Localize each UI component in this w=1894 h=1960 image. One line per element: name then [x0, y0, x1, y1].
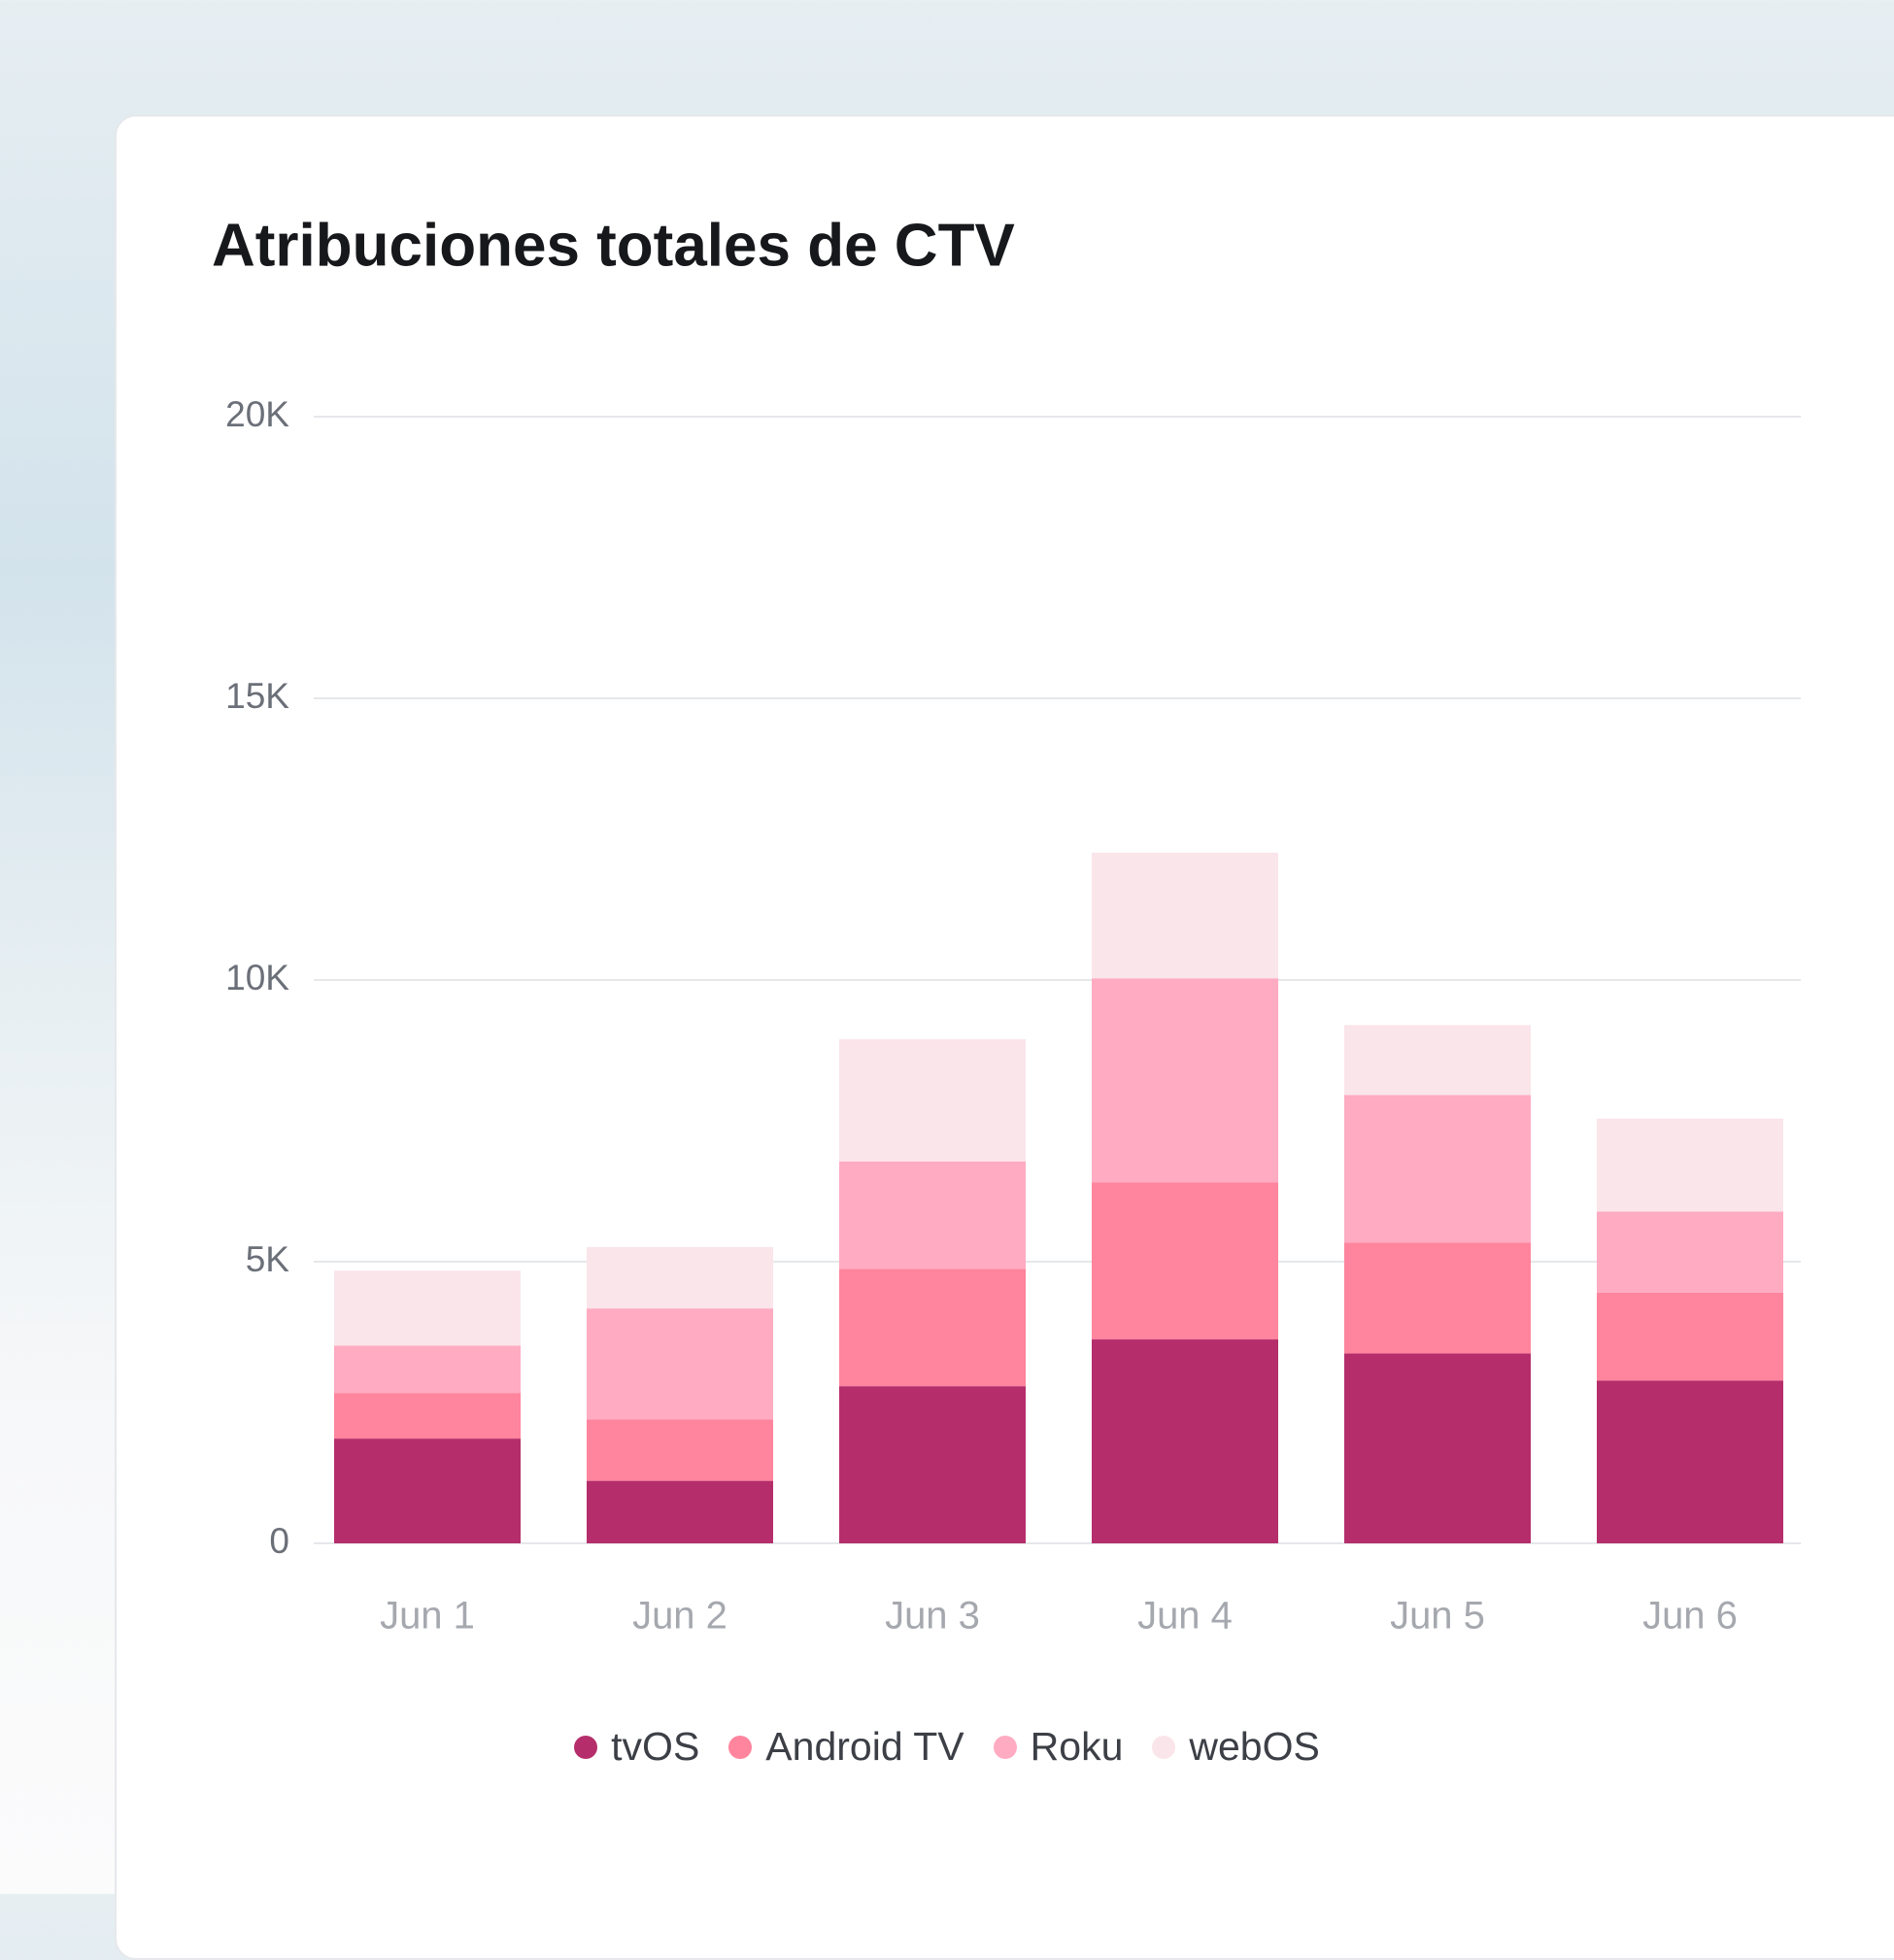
card — [115, 115, 1894, 1960]
legend-swatch — [728, 1735, 753, 1759]
bar-segment — [1092, 1182, 1278, 1340]
bar-segment — [1597, 1292, 1783, 1381]
bar-segment — [334, 1345, 521, 1394]
bar-segment — [587, 1308, 773, 1420]
bar-segment — [1597, 1380, 1783, 1543]
y-tick-label: 15K — [225, 676, 289, 716]
bar-segment — [587, 1480, 773, 1543]
y-tick-label: 20K — [225, 394, 289, 434]
bar-segment — [1344, 1095, 1531, 1243]
bar-segment — [1344, 1242, 1531, 1354]
bar-segment — [1092, 852, 1278, 979]
bar-segment — [1344, 1353, 1531, 1543]
y-tick-label: 5K — [246, 1239, 290, 1279]
y-tick-label: 0 — [269, 1521, 289, 1561]
x-tick-label: Jun 1 — [380, 1595, 475, 1638]
bar-segment — [334, 1270, 521, 1346]
bar-segment — [334, 1438, 521, 1543]
bar-segment — [839, 1161, 1026, 1269]
legend-label: Android TV — [765, 1724, 964, 1769]
bar-segment — [1092, 1339, 1278, 1543]
chart: Atribuciones totales de CTV 0 5K 10K 15K 20K… — [212, 212, 1801, 1638]
bar-segment — [1597, 1118, 1783, 1212]
legend-label: Roku — [1030, 1724, 1124, 1769]
legend-swatch — [574, 1735, 598, 1759]
bar-segment — [334, 1393, 521, 1439]
x-tick-label: Jun 2 — [632, 1595, 727, 1638]
chart-title: Atribuciones totales de CTV — [212, 212, 1015, 279]
x-tick-label: Jun 4 — [1137, 1595, 1233, 1638]
legend: tvOS Android TV Roku webOS — [0, 1724, 1894, 1770]
bar-segment — [1092, 978, 1278, 1183]
bar-segment — [587, 1419, 773, 1481]
legend-item: webOS — [1152, 1724, 1320, 1770]
legend-item: Roku — [993, 1724, 1124, 1770]
legend-label: tvOS — [611, 1724, 700, 1769]
legend-item: tvOS — [574, 1724, 699, 1770]
bar-segment — [587, 1246, 773, 1309]
x-tick-label: Jun 6 — [1642, 1595, 1738, 1638]
bar-segment — [839, 1268, 1026, 1387]
legend-label: webOS — [1189, 1724, 1320, 1769]
bar-segment — [839, 1386, 1026, 1543]
x-tick-label: Jun 3 — [885, 1595, 980, 1638]
bar-segment — [1344, 1025, 1531, 1096]
legend-swatch — [993, 1735, 1017, 1759]
legend-item: Android TV — [728, 1724, 964, 1770]
x-tick-label: Jun 5 — [1390, 1595, 1485, 1638]
bar-segment — [839, 1038, 1026, 1162]
y-tick-label: 10K — [225, 958, 289, 997]
bar-segment — [1597, 1211, 1783, 1293]
legend-swatch — [1152, 1735, 1176, 1759]
